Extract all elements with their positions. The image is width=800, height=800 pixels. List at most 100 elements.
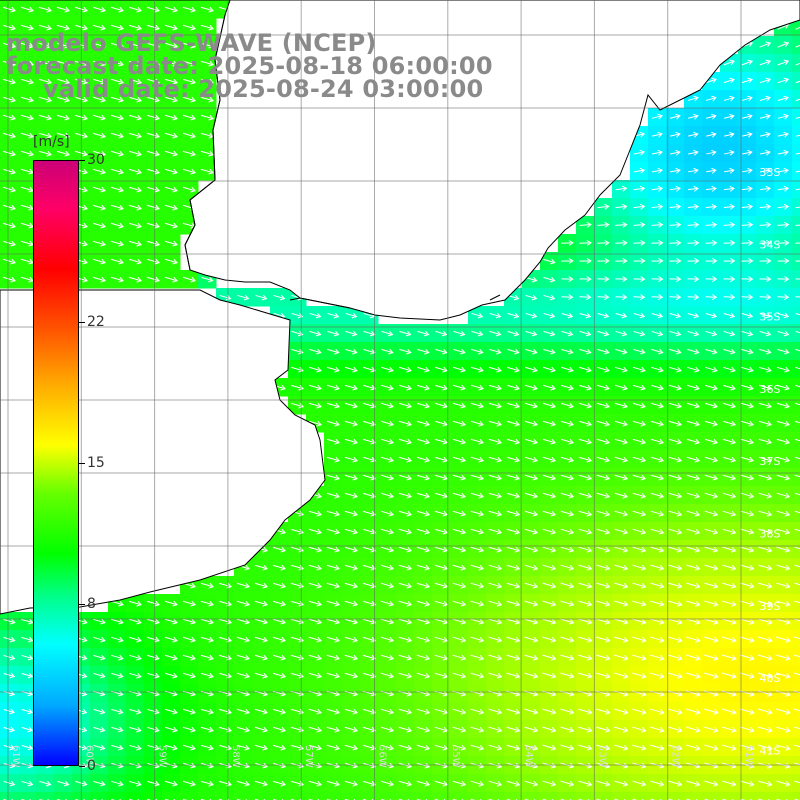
wind-arrow [758,438,773,445]
wind-speed-cell [792,720,800,739]
wind-arrow [200,672,214,679]
wind-arrow [380,492,395,499]
wind-arrow [777,276,790,282]
wind-arrow [488,366,502,373]
wind-arrow [740,456,755,463]
wind-arrow [416,726,431,733]
wind-arrow [542,636,557,643]
wind-arrow [723,95,735,102]
wind-arrow [560,528,575,535]
wind-arrow [579,239,592,246]
wind-arrow [596,654,611,661]
wind-arrow [776,456,791,463]
wind-arrow [687,276,700,282]
wind-arrow [776,744,791,751]
colorbar-tick-label: 15 [87,455,105,471]
colorbar-tick-mark [79,463,85,464]
wind-arrow [686,672,701,679]
wind-arrow [308,420,322,427]
wind-arrow [560,744,575,751]
wind-arrow [291,312,304,319]
wind-arrow [740,600,755,607]
wind-arrow [416,384,430,391]
wind-arrow [506,546,521,553]
wind-speed-cell [792,522,800,541]
wind-arrow [794,744,800,748]
wind-arrow [506,474,521,481]
wind-arrow [758,474,773,481]
wind-arrow [759,167,771,174]
wind-arrow [308,600,323,607]
colorbar-tick-label: 0 [87,758,96,774]
wind-arrow [668,600,683,607]
wind-arrow [668,528,683,535]
wind-arrow [542,474,557,481]
wind-arrow [2,222,16,229]
wind-arrow [686,744,701,751]
wind-arrow [398,744,413,751]
wind-arrow [650,438,665,445]
wind-arrow [651,330,664,337]
wind-arrow [795,313,800,316]
wind-speed-cell [792,738,800,757]
wind-speed-cell [792,504,800,523]
wind-arrow [110,204,124,211]
wind-speed-cell [792,684,800,703]
wind-arrow [398,600,413,607]
wind-speed-cell [666,792,685,800]
wind-arrow [164,78,178,85]
wind-arrow [741,95,753,102]
wind-arrow [20,114,34,121]
wind-speed-cell [792,774,800,793]
wind-arrow [182,60,196,67]
wind-arrow [110,168,124,175]
wind-arrow [2,78,16,85]
wind-arrow [182,672,196,679]
wind-arrow [182,6,196,13]
wind-arrow [722,402,736,409]
wind-speed-cell [612,792,631,800]
wind-arrow [398,780,413,787]
wind-speed-cell [180,792,199,800]
wind-arrow [741,203,754,210]
wind-arrow [416,510,431,517]
wind-arrow [434,528,449,535]
wind-arrow [164,744,178,751]
wind-arrow [524,492,539,499]
wind-arrow [668,384,682,391]
wind-arrow [776,708,791,715]
wind-arrow [723,203,736,210]
wind-arrow [111,672,124,679]
wind-arrow [434,366,448,373]
wind-arrow [525,348,538,355]
wind-arrow [146,726,160,733]
wind-arrow [596,582,611,589]
wind-arrow [776,726,791,733]
wind-arrow [614,546,629,553]
wind-arrow [686,780,701,787]
wind-arrow [344,672,359,679]
wind-arrow [326,708,341,715]
wind-arrow [398,420,412,427]
wind-arrow [739,672,755,679]
wind-arrow [722,636,737,643]
wind-arrow [128,600,142,607]
wind-arrow [740,780,755,787]
wind-arrow [488,564,503,571]
wind-arrow [632,420,647,427]
wind-arrow [182,744,196,751]
wind-arrow [668,672,683,679]
wind-arrow [362,546,377,553]
wind-arrow [164,132,178,139]
wind-arrow [416,708,431,715]
wind-arrow [3,744,16,751]
wind-speed-cell [468,792,487,800]
wind-arrow [434,546,449,553]
wind-arrow [272,726,287,733]
wind-arrow [344,726,359,733]
wind-arrow [757,672,773,679]
wind-arrow [399,348,412,355]
wind-arrow [650,456,665,463]
wind-arrow [326,438,340,445]
wind-arrow [759,95,771,102]
